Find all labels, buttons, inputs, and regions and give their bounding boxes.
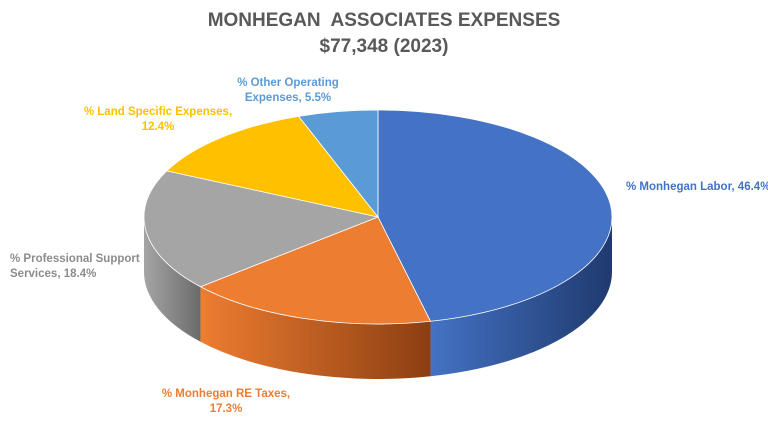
pie-labels: % Monhegan Labor, 46.4% % Monhegan RE Tax…: [10, 77, 768, 415]
slice-label-line: Expenses, 5.5%: [245, 92, 331, 104]
slice-label-line: % Monhegan RE Taxes,: [162, 388, 290, 400]
slice-label-line: 12.4%: [142, 121, 175, 133]
pie-slice: [377, 109, 613, 322]
slice-label: % Monhegan RE Taxes, 17.3%: [162, 388, 290, 415]
pie-slices: [143, 109, 613, 380]
slice-label-line: % Professional Support: [10, 253, 140, 265]
pie-slice: [298, 109, 379, 219]
slice-label: % Land Specific Expenses, 12.4%: [84, 106, 232, 133]
slice-label-line: Services, 18.4%: [10, 268, 96, 280]
slice-label-line: % Other Operating: [237, 77, 339, 89]
slice-label-line: % Monhegan Labor, 46.4%: [626, 181, 768, 193]
pie-slice-side: [200, 286, 431, 380]
chart-subtitle: $77,348 (2023): [320, 36, 449, 57]
slice-label: % Other Operating Expenses, 5.5%: [237, 77, 339, 104]
pie-slice: [199, 216, 432, 325]
pie-slice-side: [430, 217, 612, 377]
pie-slice: [166, 115, 380, 218]
pie-slice: [143, 170, 380, 288]
pie-slice-side: [144, 217, 201, 342]
slice-label-line: 17.3%: [210, 403, 243, 415]
slice-label: % Professional Support Services, 18.4%: [10, 253, 140, 280]
slice-label-line: % Land Specific Expenses,: [84, 106, 232, 118]
slice-label: % Monhegan Labor, 46.4%: [626, 181, 768, 193]
chart-title: MONHEGAN ASSOCIATES EXPENSES: [208, 10, 561, 31]
